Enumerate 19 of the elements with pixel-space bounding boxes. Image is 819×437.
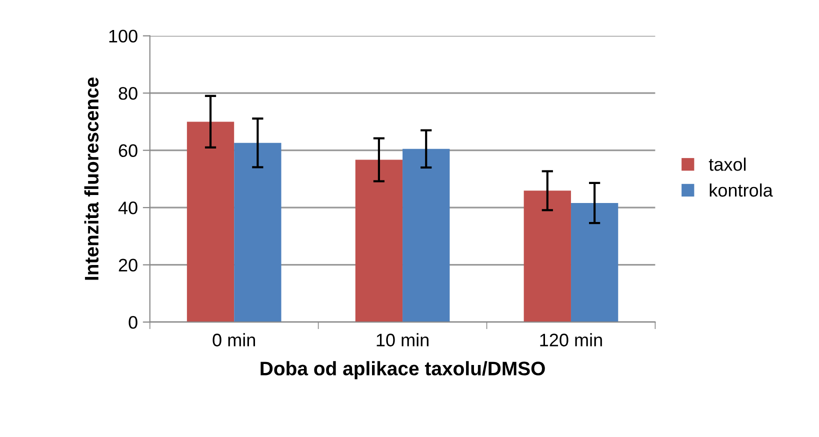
x-tick-label: 0 min [212, 333, 256, 346]
bar [570, 202, 618, 322]
x-tick-label: 120 min [540, 333, 602, 346]
legend-label: taxol [708, 158, 746, 171]
legend-label: kontrola [710, 183, 773, 197]
y-tick-label: 40 [118, 202, 138, 214]
y-tick-label: 20 [118, 258, 138, 272]
x-tick-label: 10 min [376, 333, 428, 346]
bar [186, 122, 234, 322]
y-tick-label: 0 [128, 316, 138, 329]
bar [234, 142, 282, 322]
y-tick-label: 80 [118, 87, 138, 100]
x-axis-title: Doba od aplikace taxolu/DMSO [260, 361, 545, 380]
y-tick-label: 100 [109, 30, 138, 43]
y-axis-title: Intenzita fluorescence [84, 77, 99, 280]
bar [524, 190, 571, 322]
y-tick-label: 60 [118, 144, 138, 158]
bar [402, 148, 450, 322]
bar [355, 160, 403, 322]
